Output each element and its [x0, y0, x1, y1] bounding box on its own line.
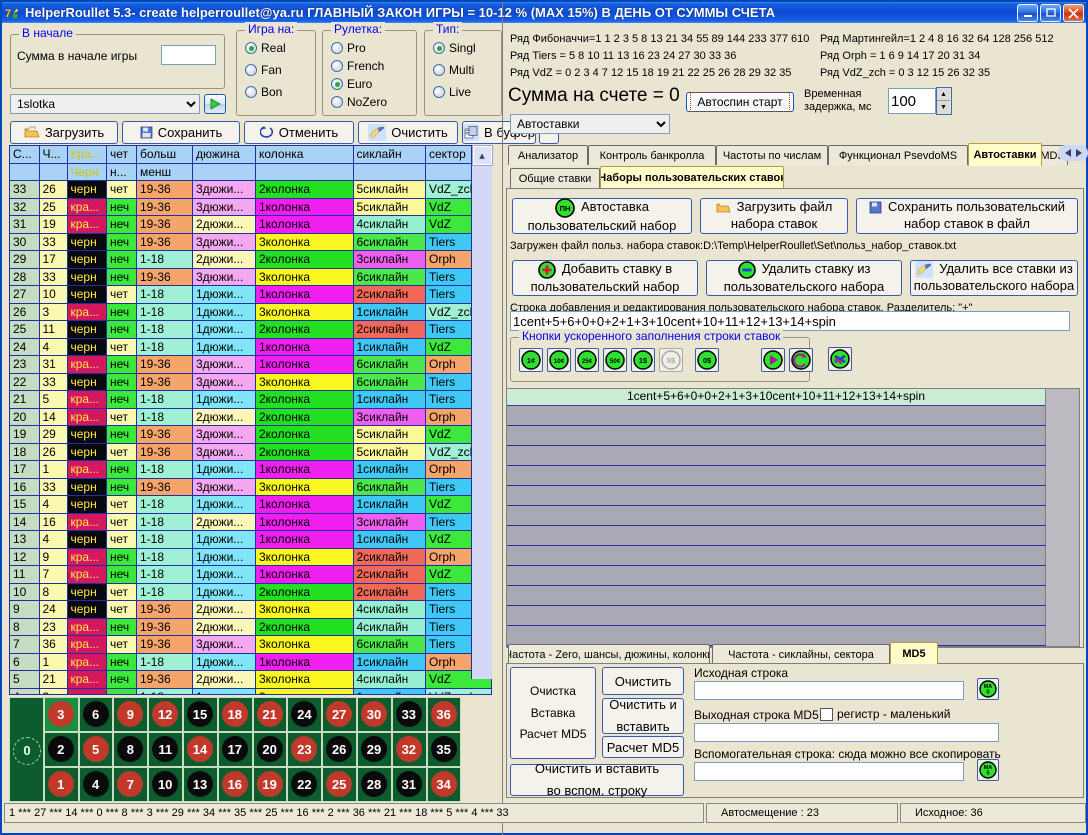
svg-text:10¢: 10¢ — [554, 358, 565, 365]
svg-text:5: 5 — [986, 771, 989, 777]
svg-text:1¢: 1¢ — [527, 356, 535, 365]
svg-text:1$: 1$ — [639, 356, 648, 365]
svg-text:0$: 0$ — [703, 356, 712, 365]
svg-text:25¢: 25¢ — [582, 358, 593, 365]
svg-text:5$: 5$ — [667, 356, 676, 365]
svg-text:ПН: ПН — [560, 204, 571, 213]
svg-text:5: 5 — [986, 690, 989, 696]
svg-text:7: 7 — [5, 8, 11, 20]
svg-text:50¢: 50¢ — [610, 358, 621, 365]
